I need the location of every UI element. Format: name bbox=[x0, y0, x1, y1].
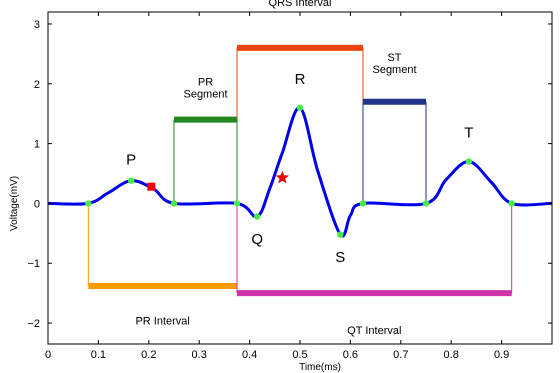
y-tick-label: 3 bbox=[34, 19, 40, 31]
interval-label: QT Interval bbox=[347, 325, 401, 337]
y-tick-label: 2 bbox=[34, 79, 40, 91]
fiducial-point bbox=[253, 213, 261, 220]
x-tick-label: 0.6 bbox=[343, 349, 358, 361]
interval-label-line: Segment bbox=[183, 89, 227, 101]
interval-label: QRS Interval bbox=[269, 0, 332, 9]
x-tick-label: 0.1 bbox=[91, 349, 106, 361]
ecg-waveform bbox=[47, 106, 553, 238]
fiducial-point bbox=[508, 200, 515, 207]
interval-bars bbox=[87, 44, 513, 297]
x-tick-label: 0.4 bbox=[242, 349, 257, 361]
interval-label-line: QRS Interval bbox=[269, 0, 332, 9]
x-tick-label: 0.8 bbox=[444, 349, 459, 361]
y-axis-title: Voltage(mV) bbox=[9, 176, 20, 231]
y-tick-label: −1 bbox=[27, 258, 40, 270]
x-tick-label: 0.5 bbox=[292, 349, 307, 361]
y-tick-label: 1 bbox=[34, 139, 40, 151]
interval-label-line: PR Interval bbox=[135, 315, 189, 327]
x-tick-label: 0.7 bbox=[393, 349, 408, 361]
x-tick-label: 0.9 bbox=[494, 349, 509, 361]
fiducial-point bbox=[465, 158, 473, 165]
x-tick-label: 0 bbox=[45, 349, 51, 361]
ecg-trace bbox=[47, 106, 553, 238]
wave-label: S bbox=[335, 249, 345, 266]
interval-label-line: QT Interval bbox=[347, 325, 401, 337]
y-tick-label: −2 bbox=[27, 318, 40, 330]
fiducial-point bbox=[127, 177, 135, 184]
fiducial-markers bbox=[85, 104, 515, 238]
square-marker bbox=[147, 182, 156, 191]
fiducial-point bbox=[422, 200, 430, 207]
y-tick-label: 0 bbox=[34, 198, 40, 210]
x-tick-label: 0.2 bbox=[141, 349, 156, 361]
interval-label-line: PR bbox=[198, 77, 213, 89]
fiducial-point bbox=[296, 104, 304, 111]
interval-label-line: ST bbox=[387, 52, 401, 64]
interval-label: PR Segment bbox=[183, 77, 227, 101]
interval-label: ST Segment bbox=[372, 52, 416, 76]
fiducial-point bbox=[170, 200, 178, 207]
star-marker bbox=[275, 170, 289, 184]
wave-label: T bbox=[464, 125, 473, 142]
interval-label: PR Interval bbox=[135, 315, 189, 327]
fiducial-point bbox=[337, 231, 344, 238]
wave-label: Q bbox=[251, 231, 263, 248]
interval-label-line: Segment bbox=[372, 64, 416, 76]
x-axis-title: Time(ms) bbox=[299, 362, 341, 373]
fiducial-point bbox=[359, 200, 367, 207]
wave-label: P bbox=[126, 152, 136, 169]
fiducial-point bbox=[85, 200, 92, 207]
wave-label: R bbox=[295, 71, 306, 88]
fiducial-point bbox=[233, 200, 241, 207]
chart-axes: 0 0.1 0.2 0.3 0.4 0.5 0.6 0.7 0.8 0.9 −2 −1 0 1 2 3 Time… bbox=[9, 11, 553, 373]
x-tick-label: 0.3 bbox=[192, 349, 207, 361]
